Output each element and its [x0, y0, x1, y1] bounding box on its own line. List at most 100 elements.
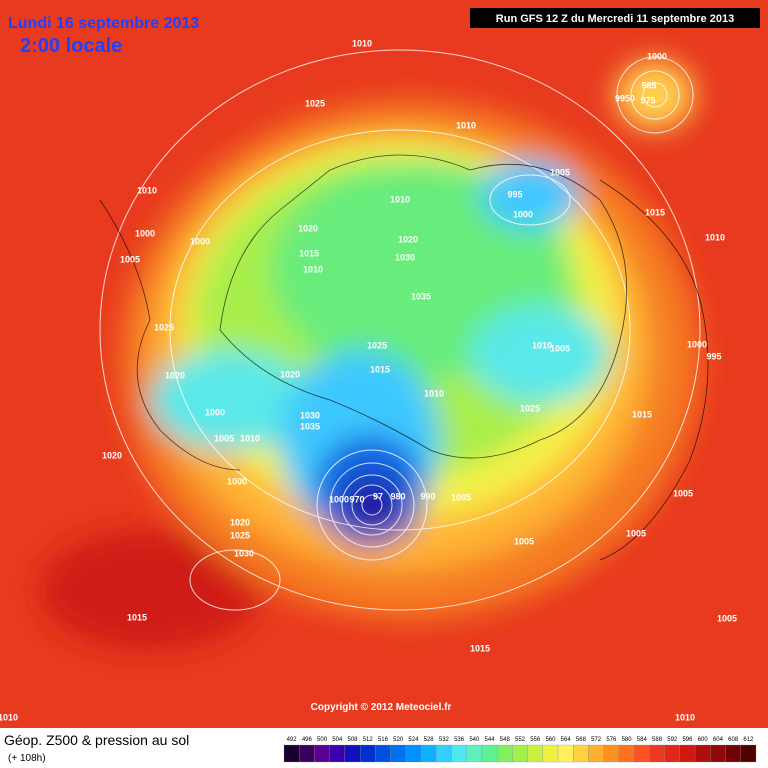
scale-swatch [557, 744, 574, 763]
isobar-label: 1020 [298, 223, 318, 233]
scale-swatch [710, 744, 726, 763]
isobar-label: 1005 [673, 488, 693, 498]
isobar-label: 1000 [647, 51, 667, 61]
scale-label: 564 [561, 737, 572, 743]
scale-label: 500 [317, 737, 328, 743]
scale-swatch [329, 744, 346, 763]
scale-label: 604 [713, 737, 724, 743]
scale-label: 516 [378, 737, 389, 743]
scale-label: 512 [363, 737, 374, 743]
run-banner [470, 8, 760, 28]
isobar-label: 1010 [240, 433, 260, 443]
isobar-label: 1010 [675, 712, 695, 722]
isobar-label: 1005 [120, 254, 140, 264]
height-field [40, 60, 700, 650]
scale-label: 588 [652, 737, 663, 743]
isobar-label: 1030 [395, 252, 415, 262]
isobar-label: 1025 [230, 530, 250, 540]
scale-label: 584 [637, 737, 648, 743]
scale-swatch [618, 744, 635, 763]
scale-swatch [314, 744, 330, 763]
scale-label: 552 [515, 737, 526, 743]
footer-title: Géop. Z500 & pression au sol [4, 732, 189, 748]
scale-label: 612 [743, 737, 754, 743]
isobar-label: 970 [349, 494, 364, 504]
isobar-label: 1005 [514, 536, 534, 546]
isobar-label: 9950 [615, 93, 635, 103]
scale-swatch [512, 744, 528, 763]
scale-label: 536 [454, 737, 465, 743]
isobar-label: 975 [640, 95, 655, 105]
scale-swatch [588, 744, 604, 763]
lead-time: (+ 108h) [8, 753, 46, 764]
scale-swatch [634, 744, 650, 763]
isobar-label: 97 [373, 491, 383, 501]
isobar-label: 990 [420, 491, 435, 501]
scale-swatch [481, 744, 498, 763]
scale-label: 576 [606, 737, 617, 743]
scale-label: 528 [424, 737, 435, 743]
scale-label: 492 [287, 737, 298, 743]
color-scale: 492 496 500 504 508 512 516 520 524 528 532 536 540 5… [283, 737, 757, 763]
isobar-label: 1005 [451, 492, 471, 502]
scale-label: 556 [530, 737, 541, 743]
scale-label: 504 [332, 737, 343, 743]
isobar-label: 1000 [227, 476, 247, 486]
isobar-label: 1010 [424, 388, 444, 398]
isobar-label: 1030 [300, 410, 320, 420]
isobar-label: 1010 [390, 194, 410, 204]
scale-label: 540 [469, 737, 480, 743]
scale-label: 496 [302, 737, 313, 743]
isobar-label: 1025 [367, 340, 387, 350]
forecast-time: 2:00 locale [20, 35, 122, 57]
isobar-label: 1000 [513, 209, 533, 219]
isobar-label: 1005 [214, 433, 234, 443]
run-info: Run GFS 12 Z du Mercredi 11 septembre 20… [496, 13, 734, 25]
isobar-label: 1005 [626, 528, 646, 538]
scale-swatch [542, 744, 559, 763]
isobar-label: 995 [507, 189, 522, 199]
isobar-label: 1020 [230, 517, 250, 527]
isobar-label: 1010 [456, 120, 476, 130]
scale-swatch [603, 744, 620, 763]
isobar-label: 1020 [398, 234, 418, 244]
scale-swatch [573, 744, 589, 763]
scale-label: 524 [408, 737, 419, 743]
isobar-label: 1005 [717, 613, 737, 623]
isobars [99, 49, 701, 611]
isobar-label: 1025 [520, 403, 540, 413]
isobar-label: 1010 [352, 38, 372, 48]
scale-label: 592 [667, 737, 678, 743]
isobar-label: 1010 [303, 264, 323, 274]
scale-swatch [649, 744, 665, 763]
isobar-label: 980 [390, 491, 405, 501]
scale-swatch [694, 744, 711, 763]
forecast-date: Lundi 16 septembre 2013 [8, 15, 199, 32]
scale-swatch [283, 744, 300, 763]
isobar-label: 1025 [154, 322, 174, 332]
isobar-label: 1015 [299, 248, 319, 258]
scale-swatch [359, 744, 376, 763]
isobar-label: 1000 [329, 494, 349, 504]
isobar-label: 1020 [102, 450, 122, 460]
scale-label: 596 [682, 737, 693, 743]
scale-label: 572 [591, 737, 602, 743]
scale-swatch [740, 744, 757, 763]
scale-swatch [299, 744, 315, 763]
scale-label: 532 [439, 737, 450, 743]
scale-swatch [679, 744, 696, 763]
scale-swatch [344, 744, 361, 763]
isobar-label: 1010 [137, 185, 157, 195]
scale-swatch [497, 744, 513, 763]
coastlines [99, 154, 709, 561]
isobar-label: 1010 [0, 712, 18, 722]
isobar-label: 1000 [687, 339, 707, 349]
isobar-label: 1020 [165, 370, 185, 380]
scale-swatch [527, 744, 543, 763]
isobar-label: 1030 [234, 548, 254, 558]
scale-label: 580 [622, 737, 633, 743]
scale-swatch [436, 744, 452, 763]
isobar-label: 1010 [532, 340, 552, 350]
isobar-label: 1005 [550, 167, 570, 177]
